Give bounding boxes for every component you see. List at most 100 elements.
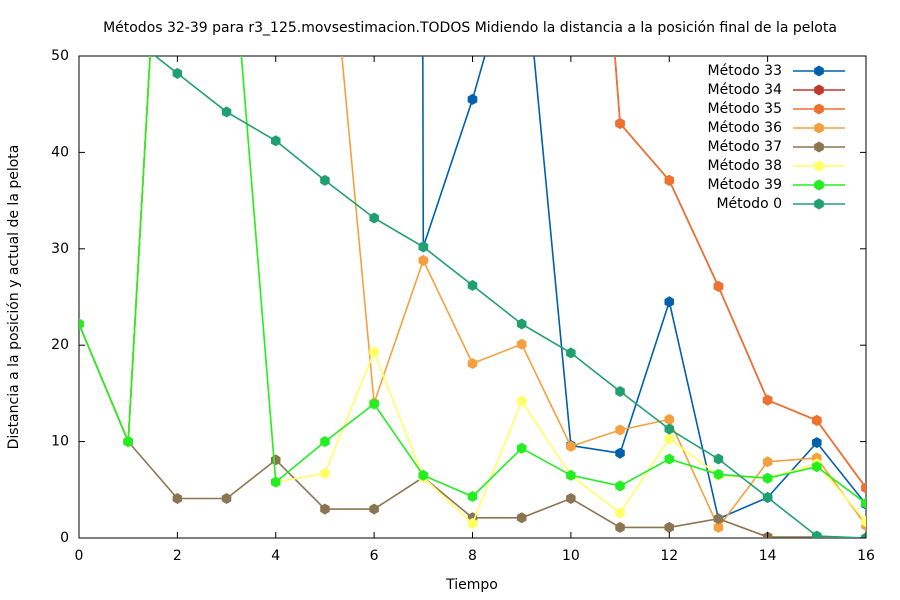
point-marker <box>615 386 625 397</box>
point-marker <box>664 433 674 445</box>
legend-label: Método 34 <box>708 82 783 98</box>
point-marker <box>861 482 866 494</box>
point-marker <box>74 0 84 2</box>
point-marker <box>123 436 133 448</box>
x-tick-label: 10 <box>562 548 580 564</box>
point-marker <box>812 530 822 538</box>
legend-marker <box>814 84 824 96</box>
point-marker <box>516 395 527 407</box>
point-marker <box>172 67 183 79</box>
x-tick-label: 4 <box>271 548 280 564</box>
point-marker <box>566 440 576 452</box>
point-marker <box>516 442 527 454</box>
chart-title: Métodos 32-39 para r3_125.movsestimacion… <box>103 20 837 36</box>
legend-label: Método 35 <box>708 101 782 117</box>
x-tick-label: 8 <box>468 548 477 564</box>
point-marker <box>467 358 478 369</box>
point-marker <box>418 241 429 253</box>
point-marker <box>320 503 330 515</box>
point-marker <box>467 518 478 529</box>
point-marker <box>320 174 330 186</box>
point-marker <box>615 447 625 459</box>
point-marker <box>812 461 822 473</box>
point-marker <box>271 476 281 488</box>
legend-label: Método 33 <box>708 63 782 79</box>
point-marker <box>713 280 724 292</box>
point-marker <box>615 480 625 492</box>
series-line <box>153 56 866 538</box>
point-marker <box>664 521 674 533</box>
point-marker <box>615 118 625 129</box>
point-marker <box>664 423 674 435</box>
x-tick-label: 16 <box>857 548 875 564</box>
point-marker <box>713 453 724 465</box>
y-tick-label: 30 <box>51 241 69 257</box>
x-tick-label: 2 <box>173 548 182 564</box>
y-axis-label: Distancia a la posición y actual de la p… <box>6 145 22 450</box>
point-marker <box>467 279 478 291</box>
point-marker <box>812 437 822 449</box>
point-marker <box>762 472 773 484</box>
point-marker <box>664 174 674 186</box>
point-marker <box>271 135 281 147</box>
point-marker <box>369 346 379 358</box>
y-tick-label: 10 <box>51 434 69 450</box>
point-marker <box>664 453 674 465</box>
legend-marker <box>814 141 824 153</box>
point-marker <box>713 468 724 480</box>
point-marker <box>861 516 866 528</box>
legend-label: Método 39 <box>708 177 782 193</box>
point-marker <box>418 469 429 481</box>
point-marker <box>79 318 84 330</box>
point-marker <box>566 469 576 481</box>
legend-marker <box>814 160 824 172</box>
point-marker <box>516 338 527 350</box>
point-marker <box>664 413 674 425</box>
point-marker <box>861 532 866 538</box>
legend-marker <box>814 179 824 191</box>
legend-marker <box>814 122 824 134</box>
point-marker <box>615 424 625 436</box>
point-marker <box>762 394 773 406</box>
point-marker <box>320 436 330 448</box>
x-tick-label: 12 <box>660 548 678 564</box>
point-marker <box>762 492 773 503</box>
point-marker <box>418 254 429 266</box>
point-marker <box>861 497 866 509</box>
series-line <box>79 56 866 489</box>
x-tick-label: 14 <box>759 548 777 564</box>
point-marker <box>516 512 527 524</box>
legend-marker <box>814 198 824 210</box>
legend-label: Método 36 <box>708 120 783 136</box>
point-marker <box>713 521 724 533</box>
series-line <box>79 56 866 529</box>
y-tick-label: 40 <box>51 144 69 160</box>
point-marker <box>615 507 625 519</box>
x-tick-label: 0 <box>75 548 84 564</box>
x-axis-label: Tiempo <box>445 577 498 593</box>
y-tick-label: 50 <box>51 48 69 64</box>
legend-marker <box>814 65 824 77</box>
point-marker <box>369 212 379 224</box>
point-marker <box>615 521 625 533</box>
x-tick-label: 6 <box>370 548 379 564</box>
point-marker <box>172 493 183 504</box>
plot-area <box>74 0 866 538</box>
point-marker <box>762 456 773 468</box>
point-marker <box>566 347 576 359</box>
point-marker <box>221 493 232 504</box>
y-tick-label: 20 <box>51 337 69 353</box>
point-marker <box>369 398 379 410</box>
legend-label: Método 37 <box>708 139 782 155</box>
legend-label: Método 0 <box>716 196 782 212</box>
point-marker <box>467 93 478 105</box>
point-marker <box>467 491 478 502</box>
legend-marker <box>814 103 824 115</box>
y-tick-label: 0 <box>60 530 69 546</box>
point-marker <box>320 467 330 479</box>
point-marker <box>713 513 724 525</box>
legend-label: Método 38 <box>708 158 782 174</box>
point-marker <box>664 296 674 308</box>
point-marker <box>221 106 232 118</box>
